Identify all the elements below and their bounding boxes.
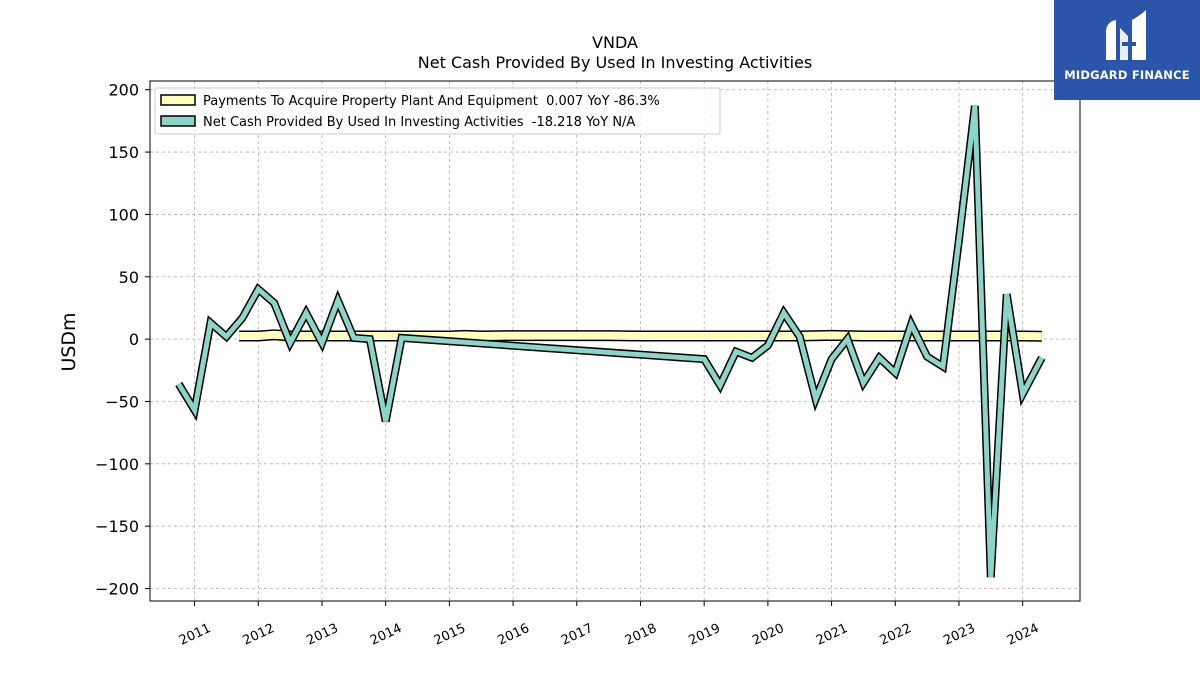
series-net-investing-outline [175, 105, 1046, 578]
y-tick-label: −200 [95, 580, 139, 599]
x-tick-label: 2016 [495, 621, 531, 649]
y-tick-label: 50 [119, 268, 139, 287]
x-tick-label: 2013 [304, 621, 340, 649]
y-tick-label: 0 [129, 330, 139, 349]
y-tick-label: −50 [105, 392, 139, 411]
y-tick-label: 100 [108, 205, 139, 224]
x-tick-label: 2023 [941, 621, 977, 649]
brand-logo: MIDGARD FINANCE [1054, 0, 1200, 100]
x-tick-label: 2021 [814, 621, 850, 649]
y-tick-label: 150 [108, 143, 139, 162]
midgard-logo-icon [1106, 10, 1146, 60]
legend-label-capex: Payments To Acquire Property Plant And E… [203, 94, 660, 109]
x-tick-label: 2018 [623, 621, 659, 649]
x-tick-label: 2014 [368, 621, 404, 649]
chart-title: VNDA [592, 33, 638, 52]
x-tick-label: 2024 [1005, 621, 1041, 649]
x-tick-label: 2019 [687, 621, 723, 649]
legend-frame [154, 87, 721, 135]
legend-label-net-investing: Net Cash Provided By Used In Investing A… [203, 115, 635, 130]
chart-subtitle: Net Cash Provided By Used In Investing A… [418, 53, 812, 72]
x-tick-label: 2012 [241, 621, 277, 649]
legend-swatch-capex [160, 94, 196, 106]
y-tick-label: −100 [95, 455, 139, 474]
y-tick-label: 200 [108, 81, 139, 100]
x-tick-label: 2022 [878, 621, 914, 649]
x-axis: 2011 2012 2013 2014 2015 2016 2017 2018 2019 2020… [177, 601, 1041, 649]
y-axis-label: USDm [58, 312, 80, 371]
x-tick-label: 2017 [559, 621, 595, 649]
plot-area [175, 105, 1046, 578]
x-tick-label: 2011 [177, 621, 213, 649]
legend-swatch-net-investing [160, 115, 196, 127]
plot-frame [149, 80, 1081, 602]
y-tick-label: −150 [95, 517, 139, 536]
y-axis: −200 −150 −100 −50 0 50 100 150 200 [95, 81, 150, 599]
x-tick-label: 2020 [750, 621, 786, 649]
x-tick-label: 2015 [432, 621, 468, 649]
legend: Payments To Acquire Property Plant And E… [154, 87, 721, 135]
brand-name: MIDGARD FINANCE [1064, 68, 1190, 82]
series-net-investing-line [176, 105, 1045, 578]
